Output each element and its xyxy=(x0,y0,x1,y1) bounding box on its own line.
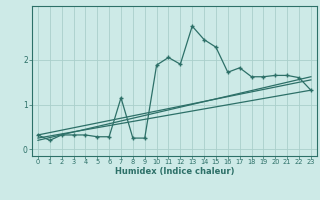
X-axis label: Humidex (Indice chaleur): Humidex (Indice chaleur) xyxy=(115,167,234,176)
